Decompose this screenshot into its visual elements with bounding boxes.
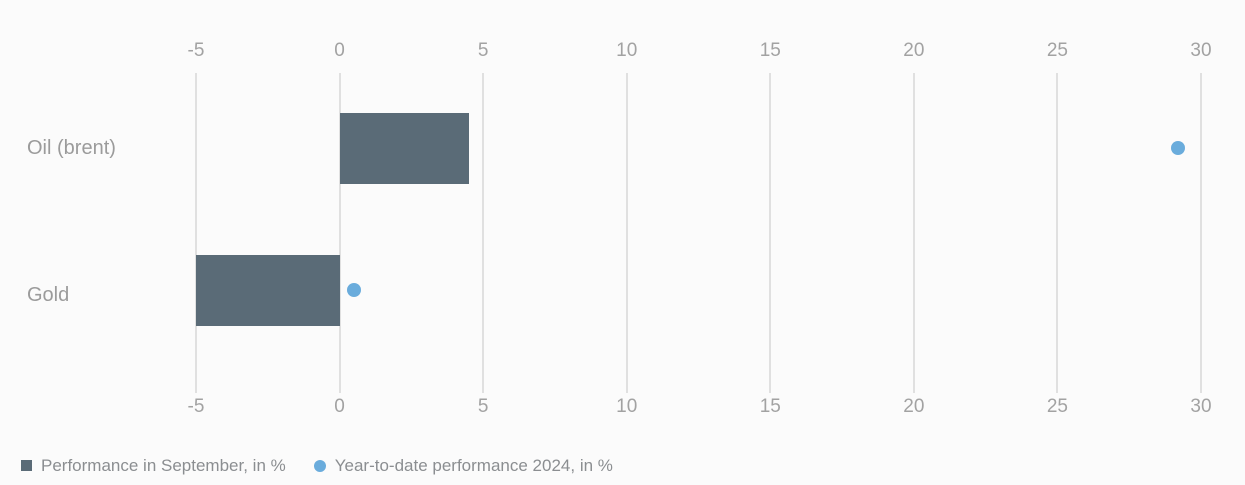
dot-ytd-oil-brent (1171, 141, 1186, 155)
legend: Performance in September, in % Year-to-d… (21, 455, 613, 476)
legend-item-september-performance: Performance in September, in % (21, 455, 286, 476)
gridline-15 (769, 73, 772, 393)
category-label-gold: Gold (27, 284, 70, 306)
gridline-20 (912, 73, 915, 393)
gridline-25 (1056, 73, 1059, 393)
legend-item-ytd-performance: Year-to-date performance 2024, in % (313, 455, 613, 476)
x-tick-label-top-10: 10 (616, 40, 638, 61)
x-tick-label-top-15: 15 (759, 40, 781, 61)
x-tick-label-bottom-25: 25 (1046, 396, 1068, 417)
category-label-oil-brent: Oil (brent) (27, 137, 116, 159)
gridline-10 (625, 73, 628, 393)
x-tick-label-top-5: 5 (477, 40, 489, 61)
x-tick-label-bottom-10: 10 (616, 396, 638, 417)
gridline-0 (338, 73, 341, 393)
bar-september-oil-brent (339, 112, 469, 184)
x-tick-label-bottom-5: 5 (477, 396, 489, 417)
dot-marker-icon (313, 459, 326, 472)
x-tick-label-top--5: -5 (187, 40, 205, 61)
x-tick-label-top-20: 20 (903, 40, 925, 61)
x-tick-label-top-25: 25 (1046, 40, 1068, 61)
dot-ytd-gold (346, 283, 361, 297)
x-tick-label-bottom--5: -5 (187, 396, 205, 417)
x-tick-label-bottom-30: 30 (1190, 396, 1212, 417)
x-tick-label-bottom-20: 20 (903, 396, 925, 417)
x-tick-label-bottom-0: 0 (334, 396, 345, 417)
gridline--5 (195, 73, 197, 393)
square-marker-icon (21, 460, 32, 471)
gridline-30 (1200, 73, 1202, 393)
x-tick-label-bottom-15: 15 (759, 396, 781, 417)
bar-september-gold (196, 254, 340, 326)
x-tick-label-top-30: 30 (1190, 40, 1212, 61)
gridline-5 (482, 73, 485, 393)
x-tick-label-top-0: 0 (334, 40, 345, 61)
legend-label-ytd-performance: Year-to-date performance 2024, in % (334, 456, 613, 475)
legend-label-september-performance: Performance in September, in % (41, 456, 286, 475)
